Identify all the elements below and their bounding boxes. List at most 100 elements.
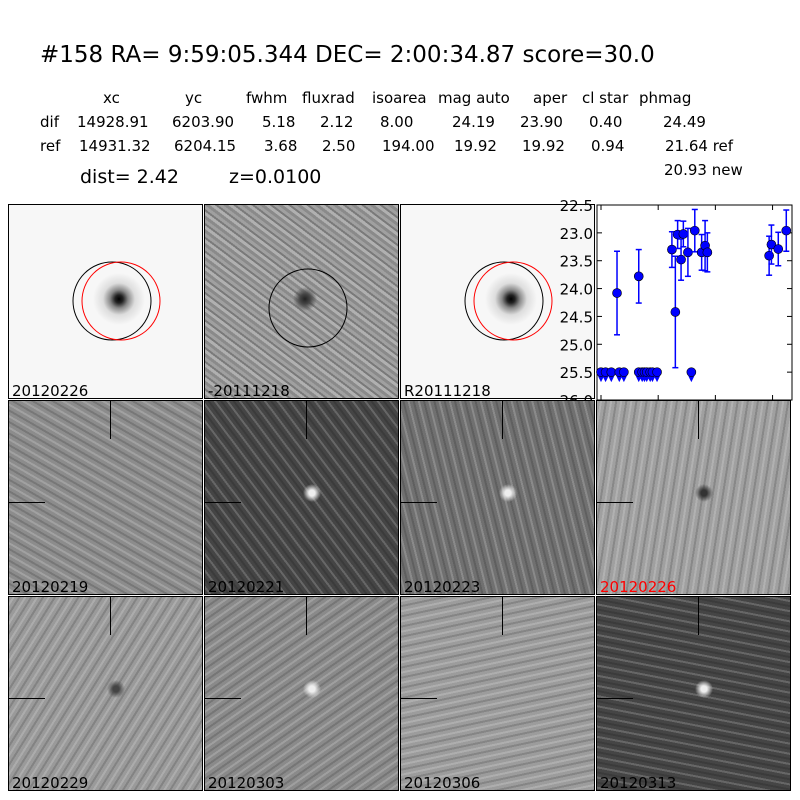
light-curve-chart: 22.523.023.524.024.525.025.526.005010015… (560, 197, 793, 422)
source-blob (597, 401, 790, 594)
panel-label: 20120223 (404, 578, 481, 595)
epoch-image-panel[interactable]: 20120219 (8, 400, 203, 595)
panel-label: -20111218 (208, 382, 290, 399)
table-cell: 19.92 (522, 137, 565, 155)
data-point (773, 244, 784, 254)
upper-limit-arrow (649, 376, 656, 383)
panel-label: 20120226 (600, 578, 677, 595)
panel-label: 20120219 (12, 578, 89, 595)
epoch-image-panel[interactable]: 20120306 (400, 596, 595, 791)
data-point (764, 250, 774, 261)
source-blob (205, 401, 398, 594)
y-tick-label: 25.0 (560, 336, 593, 354)
table-cell: 23.90 (520, 113, 563, 131)
column-header: xc (103, 89, 120, 107)
column-header: yc (185, 89, 203, 107)
aperture-circles (72, 261, 161, 341)
y-tick-label: 24.5 (560, 308, 593, 326)
column-header: phmag (639, 89, 692, 107)
data-point (633, 271, 644, 282)
table-cell: 3.68 (264, 137, 298, 155)
table-cell: 14931.32 (79, 137, 151, 155)
table-cell: 14928.91 (77, 113, 149, 131)
table-cell: 8.00 (380, 113, 414, 131)
panel-label: 20120306 (404, 774, 481, 791)
panel-label: 20120313 (600, 774, 677, 791)
source-blob (401, 401, 594, 594)
data-point (683, 247, 693, 258)
crosshair-horizontal (205, 502, 241, 503)
upper-limit-point (652, 367, 662, 377)
table-cell: 24.19 (452, 113, 495, 131)
crosshair-vertical (110, 401, 111, 439)
column-header: cl star (582, 89, 629, 107)
epoch-image-panel[interactable]: 20120223 (400, 400, 595, 595)
epoch-image-panel[interactable]: 20120221 (204, 400, 399, 595)
crosshair-horizontal (205, 698, 241, 699)
data-point (676, 254, 686, 265)
crosshair-vertical (698, 401, 699, 439)
data-point (781, 225, 792, 236)
difference-image-panel[interactable]: -20111218 (204, 204, 399, 399)
upper-limit-arrow (654, 376, 661, 383)
table-cell: 5.18 (262, 113, 296, 131)
upper-limit-arrow (608, 376, 615, 383)
table-cell: 6204.15 (174, 137, 237, 155)
crosshair-horizontal (401, 502, 437, 503)
table-cell: 2.12 (320, 113, 354, 131)
data-point (667, 244, 677, 255)
table-cell: 0.94 (591, 137, 625, 155)
source-blob (9, 597, 202, 790)
epoch-image-panel[interactable]: 20120313 (596, 596, 791, 791)
upper-limit-arrow (620, 376, 627, 383)
upper-limit-arrow (688, 376, 695, 383)
crosshair-horizontal (401, 698, 437, 699)
epoch-image-panel[interactable]: 20120303 (204, 596, 399, 791)
panel-label: 20120229 (12, 774, 89, 791)
data-point (678, 229, 689, 239)
y-tick-label: 25.5 (560, 364, 593, 382)
y-tick-label: 23.5 (560, 253, 593, 271)
upper-limit-point (686, 367, 697, 377)
y-tick-label: 23.0 (560, 225, 593, 243)
data-point (612, 288, 622, 298)
table-cell: 19.92 (454, 137, 497, 155)
crosshair-vertical (306, 597, 307, 635)
column-header: aper (533, 89, 568, 107)
row-label: dif (40, 113, 59, 131)
epoch-image-panel[interactable]: 20120229 (8, 596, 203, 791)
crosshair-vertical (502, 401, 503, 439)
crosshair-vertical (502, 597, 503, 635)
source-blob (205, 597, 398, 790)
column-header: isoarea (372, 89, 427, 107)
panel-label: 20120303 (208, 774, 285, 791)
upper-limit-arrow (598, 376, 605, 383)
reference-image-panel[interactable]: R20111218 (400, 204, 595, 399)
new-image-panel[interactable]: 20120226 (8, 204, 203, 399)
table-cell: 2.50 (322, 137, 356, 155)
row-label: ref (40, 137, 61, 155)
panel-label: 20120226 (12, 382, 89, 399)
upper-limit-arrow (602, 376, 609, 383)
table-cell: 194.00 (382, 137, 435, 155)
data-point (689, 225, 700, 236)
data-point (670, 307, 681, 317)
crosshair-horizontal (9, 502, 45, 503)
crosshair-horizontal (9, 698, 45, 699)
z-value: z=0.0100 (229, 166, 322, 188)
epoch-image-panel[interactable]: 20120226 (596, 400, 791, 595)
upper-limit-point (619, 367, 629, 377)
column-header: fwhm (246, 89, 288, 107)
panel-label: R20111218 (404, 382, 491, 399)
table-cell: 0.40 (589, 113, 623, 131)
crosshair-horizontal (597, 698, 633, 699)
column-header: fluxrad (302, 89, 355, 107)
page-title: #158 RA= 9:59:05.344 DEC= 2:00:34.87 sco… (40, 42, 655, 68)
source-blob (597, 597, 790, 790)
crosshair-vertical (110, 597, 111, 635)
table-cell: 21.64 ref (665, 137, 734, 155)
aperture-circles (464, 261, 553, 341)
aperture-circle (268, 268, 348, 348)
upper-limit-point (606, 367, 617, 377)
